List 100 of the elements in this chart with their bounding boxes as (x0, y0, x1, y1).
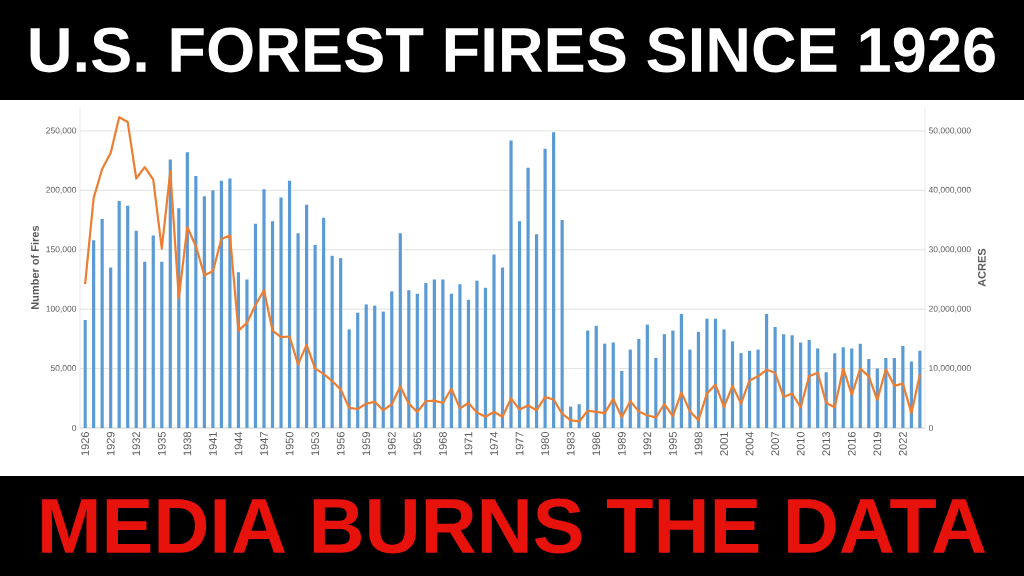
bar (492, 254, 496, 428)
bar (586, 330, 590, 428)
bar (500, 267, 505, 428)
bar (339, 258, 343, 428)
x-tick-label: 2019 (873, 432, 882, 456)
bar (228, 178, 232, 428)
bar (424, 283, 428, 428)
bar (705, 318, 709, 428)
bar (662, 334, 666, 428)
y2-tick-label: 0 (928, 425, 933, 431)
x-tick-label: 1926 (81, 432, 90, 456)
x-tick-label: 1995 (668, 432, 677, 456)
bar (330, 255, 334, 428)
x-tick-label: 1974 (490, 431, 498, 456)
x-tick-label: 1983 (566, 432, 575, 456)
bar (407, 290, 411, 428)
bar (109, 267, 113, 428)
bar (194, 176, 198, 428)
y-tick-label: 0 (72, 425, 77, 431)
bar (466, 299, 471, 428)
bar (202, 196, 206, 428)
bar (296, 233, 300, 428)
x-tick-label: 1980 (541, 431, 549, 456)
bar (134, 230, 138, 428)
bar (449, 293, 453, 428)
bar (373, 305, 377, 428)
bar (782, 334, 786, 428)
bar (364, 304, 368, 428)
bar (117, 201, 121, 428)
x-tick-label: 1944 (234, 431, 243, 456)
x-tick-label: 2007 (771, 432, 779, 456)
x-tick-label: 1935 (157, 432, 166, 456)
bar (552, 132, 556, 428)
y2-tick-label: 40,000,000 (928, 186, 971, 194)
bar (483, 287, 488, 428)
x-tick-label: 1947 (260, 432, 268, 456)
bar (313, 245, 317, 428)
bar (458, 284, 462, 428)
bar (509, 140, 513, 428)
y2-tick-label: 30,000,000 (928, 246, 971, 254)
bar (722, 329, 726, 428)
bar (356, 312, 360, 428)
bar (594, 325, 598, 428)
x-tick-label: 1998 (694, 432, 703, 456)
x-tick-label: 1941 (209, 432, 217, 456)
bar (415, 293, 419, 428)
x-tick-label: 1965 (413, 432, 422, 456)
y-tick-label: 150,000 (46, 246, 77, 254)
bar (790, 335, 794, 428)
y-tick-label: 100,000 (46, 305, 77, 313)
bar (245, 279, 249, 428)
bar (160, 261, 164, 428)
x-tick-label: 1932 (132, 432, 141, 456)
x-tick-label: 2022 (898, 432, 907, 456)
x-tick-label: 2013 (822, 432, 831, 456)
bar (347, 329, 351, 428)
line-series (84, 116, 922, 423)
y2-tick-label: 20,000,000 (928, 305, 971, 313)
x-tick-label: 1929 (106, 432, 115, 456)
bar (773, 327, 777, 428)
bar (100, 218, 104, 428)
bar (185, 152, 189, 428)
bar (637, 338, 641, 428)
bar (253, 223, 258, 428)
bar (270, 221, 275, 428)
bar (126, 205, 130, 428)
x-tick-label: 1956 (336, 432, 345, 456)
bar (764, 313, 769, 428)
y2-tick-label: 10,000,000 (929, 365, 971, 373)
x-tick-label: 1962 (387, 432, 396, 456)
text: MEDIA BURNS THE DATA (42, 498, 986, 554)
chart-title: U.S. FOREST FIRES SINCE 1926 (30, 27, 995, 73)
bar (739, 353, 743, 428)
bar (398, 233, 402, 428)
bar (756, 349, 760, 428)
bar (287, 180, 292, 428)
x-tick-label: 2001 (720, 432, 728, 456)
bar (475, 280, 479, 428)
x-tick-label: 1989 (617, 432, 626, 456)
bar (211, 190, 215, 428)
x-tick-label: 1986 (592, 432, 601, 456)
bar (83, 319, 87, 428)
bar (918, 350, 922, 428)
bar (441, 279, 445, 428)
bar (279, 197, 283, 428)
bar (517, 221, 522, 428)
bar (151, 235, 155, 428)
bar (432, 279, 436, 428)
x-tick-label: 1971 (464, 432, 473, 456)
bar (304, 204, 309, 428)
x-tick-label: 1938 (183, 432, 192, 456)
y2-axis-title: ACRES (977, 248, 986, 287)
bar (645, 324, 649, 428)
bar (534, 234, 539, 428)
x-tick-label: 2016 (847, 432, 856, 456)
bar (143, 261, 147, 428)
x-tick-label: 1959 (362, 432, 371, 456)
y-axis-title: Number of Fires (30, 225, 39, 310)
bar (543, 148, 547, 428)
x-tick-label: 1950 (285, 431, 294, 456)
